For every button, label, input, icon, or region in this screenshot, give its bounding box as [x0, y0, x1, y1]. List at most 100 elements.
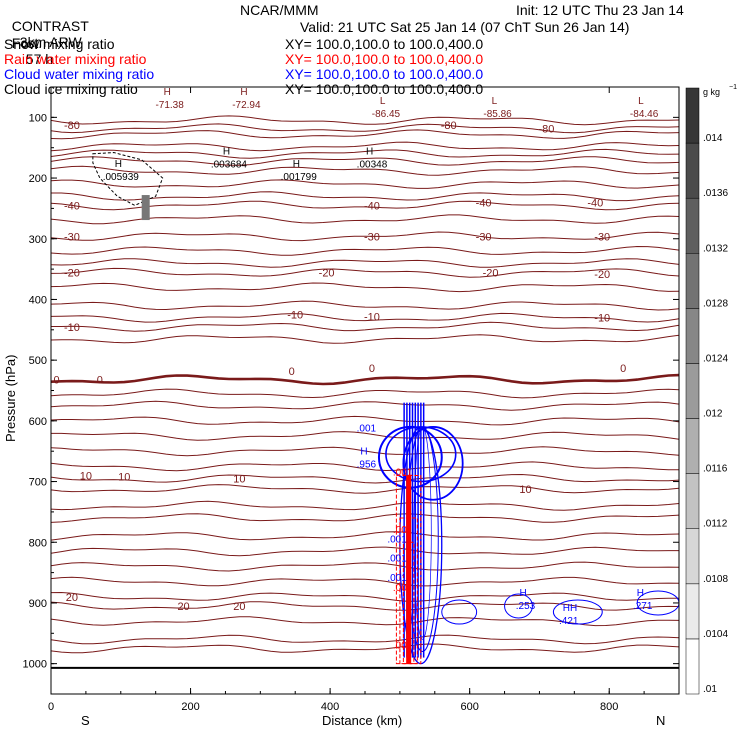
init-label: Init: 12 UTC Thu 23 Jan 14	[516, 2, 684, 18]
isotherm-line	[51, 415, 679, 426]
colorbar-swatch	[685, 87, 700, 144]
extrema-value: -86.45	[372, 109, 401, 120]
temperature-label: -40	[587, 197, 603, 209]
rain-label: .001	[393, 467, 413, 478]
isotherm-line	[51, 591, 679, 602]
colorbar-tick-label: .0132	[703, 243, 728, 254]
colorbar-tick-label: .0108	[703, 574, 728, 585]
temperature-label: 10	[233, 474, 245, 486]
fcst-label: Fcst: 57 h	[4, 19, 53, 67]
temperature-label: 0	[620, 363, 626, 375]
cloud-water-contour	[413, 426, 432, 640]
snow-contour	[92, 152, 164, 206]
field-cloud-water-name: Cloud water mixing ratio	[4, 66, 155, 82]
extrema-value: -71.38	[155, 100, 184, 111]
model-name: CONTRAST	[11, 18, 89, 34]
cloud-water-core	[417, 402, 419, 658]
extrema-value: -72.94	[232, 100, 261, 111]
colorbar-swatch	[685, 363, 700, 419]
colorbar-swatch	[685, 253, 700, 309]
isotherm-line	[51, 484, 679, 494]
temperature-label: -10	[594, 313, 610, 325]
field-snow-xy: XY= 100.0,100.0 to 100.0,400.0	[285, 36, 484, 52]
isotherm-line	[51, 115, 679, 126]
isotherm-line	[51, 165, 679, 176]
center-label: NCAR/MMM	[240, 2, 319, 18]
rain-label: .00	[393, 525, 407, 536]
extrema-value: .001	[357, 424, 377, 435]
temperature-label: -30	[476, 231, 492, 243]
isotherm-line	[51, 513, 679, 523]
isotherm-line	[51, 141, 679, 152]
temperature-label: -20	[319, 268, 335, 280]
y-tick-label: 600	[29, 416, 47, 428]
isotherm-line	[51, 191, 679, 202]
y-tick-label: 400	[29, 294, 47, 306]
extrema-value: -84.46	[630, 109, 659, 120]
isotherm-line	[51, 473, 679, 484]
x-axis-label: Distance (km)	[322, 713, 402, 728]
isotherm-line	[51, 561, 679, 572]
isotherm-line	[51, 321, 679, 332]
extrema-value: .421	[559, 616, 579, 627]
cloud-water-contour	[441, 599, 478, 625]
extrema-value: .00348	[357, 160, 388, 171]
temperature-label: 20	[66, 592, 78, 604]
extrema-value: .253	[516, 601, 536, 612]
cloud-water-label: .001	[387, 554, 407, 565]
extrema-mark: H	[637, 588, 644, 599]
colorbar-swatch	[685, 473, 700, 529]
y-tick-label: 700	[29, 477, 47, 489]
extrema-mark: H	[223, 147, 230, 158]
colorbar-tick-label: .014	[703, 133, 723, 144]
temperature-labels: -80 -80 -80 -40 -40 -40 -40 -30 -30 -30 -30 -20 -20 -…	[54, 120, 627, 613]
x-tick-label: 200	[181, 701, 199, 713]
rain-label: .00	[393, 640, 407, 651]
fcst-prefix: Fcst:	[11, 35, 43, 51]
cloud-water-label: .001	[387, 534, 407, 545]
extrema-value: .003684	[211, 160, 248, 171]
isotherm-line	[51, 148, 679, 159]
x-tick-label: 400	[321, 701, 339, 713]
model-run: 3km ARW	[19, 34, 82, 50]
isotherm-line	[51, 245, 679, 256]
colorbar-tick-label: .0136	[703, 188, 728, 199]
colorbar-unit: g kg	[703, 87, 720, 97]
colorbar-swatch	[685, 528, 700, 585]
colorbar-swatch	[685, 418, 700, 474]
isotherm-line	[51, 388, 679, 399]
isotherm-line	[51, 634, 679, 645]
temperature-label: -80	[441, 120, 457, 132]
colorbar-swatch	[685, 583, 700, 640]
rain-label: .00	[393, 583, 407, 594]
cloud-water-core	[414, 402, 417, 658]
isotherm-line	[51, 576, 679, 587]
colorbar-tick-label: .0128	[703, 298, 728, 309]
temperature-label: 0	[289, 366, 295, 378]
y-tick-label: 1000	[23, 659, 47, 671]
colorbar-tick-label: .0104	[703, 629, 728, 640]
temperature-label: 20	[177, 601, 189, 613]
colorbar-swatch	[685, 197, 700, 254]
temperature-label: -20	[64, 268, 80, 280]
isotherm-line	[51, 334, 679, 344]
fcst-value: 57 h	[25, 51, 54, 67]
temperature-label: 20	[233, 601, 245, 613]
x-axis-north-label: N	[656, 713, 665, 728]
colorbar: .01 .0104 .0108 .0112 .0116 .012 .0124 .0128 .01…	[685, 84, 737, 695]
isotherm-line	[51, 446, 679, 457]
extrema-mark: H	[366, 147, 373, 158]
temperature-contours	[51, 115, 679, 669]
temperature-label: -30	[594, 231, 610, 243]
colorbar-swatch	[685, 638, 700, 695]
colorbar-tick-label: .012	[703, 409, 723, 420]
cloud-water-label: .001	[387, 573, 407, 584]
colorbar-tick-label: .01	[703, 684, 717, 695]
cloud-water-contour	[552, 599, 603, 625]
y-tick-label: 500	[29, 355, 47, 367]
cloud-water-core	[411, 402, 414, 658]
cloud-water-contour	[406, 426, 439, 653]
colorbar-tick-label: .0116	[703, 464, 728, 475]
isotherm-line	[51, 267, 679, 278]
